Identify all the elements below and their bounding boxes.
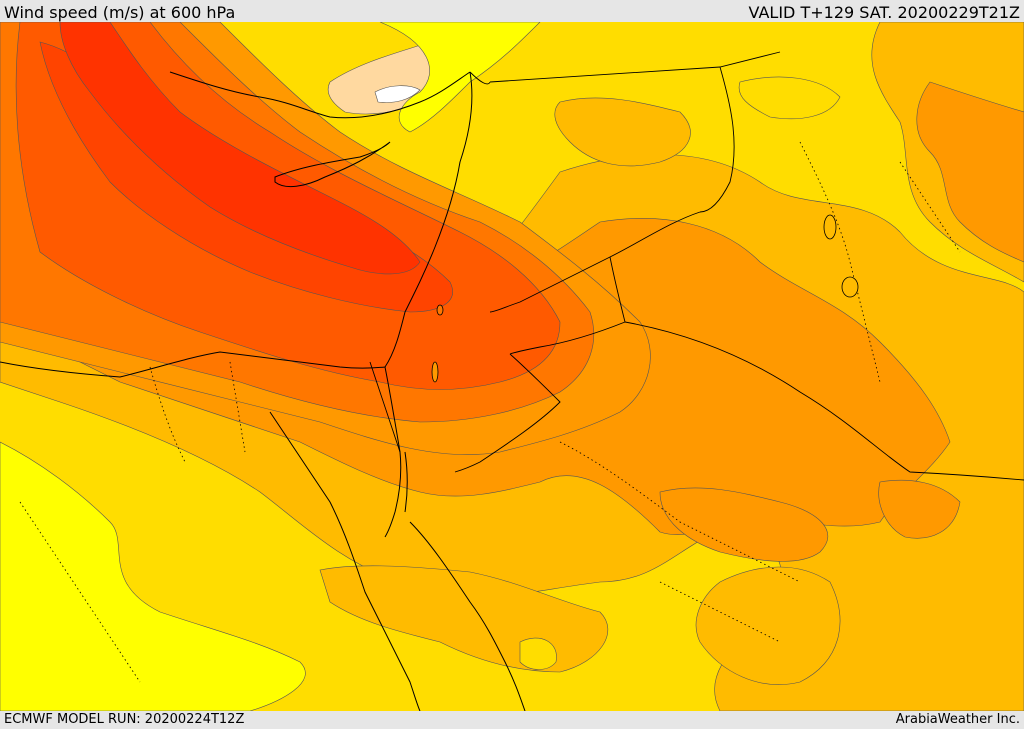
wind-speed-map [0, 22, 1024, 711]
wind-band-weak-north [379, 22, 541, 133]
wind-band-weak-sw [0, 441, 306, 711]
header-bar: Wind speed (m/s) at 600 hPa VALID T+129 … [0, 0, 1024, 22]
wind-blob-arabia-3 [878, 479, 961, 539]
wind-blob-south [519, 637, 557, 670]
border-jordan-saudi-south [454, 353, 561, 473]
wind-band-jet-core [59, 22, 421, 275]
lake-tiberias [436, 304, 444, 316]
lake-habbaniyah [841, 276, 859, 298]
credit: ArabiaWeather Inc. [895, 712, 1020, 727]
coastline-red-sea-west [269, 411, 421, 711]
border-saudi-iraq [624, 321, 1024, 481]
lake-dead-sea [431, 361, 439, 383]
admin-boundary-1 [149, 366, 186, 463]
border-egypt-israel [369, 361, 401, 453]
borders [369, 51, 1024, 481]
border-jordan-iraq [489, 211, 701, 313]
border-syria-iraq [489, 51, 781, 83]
map-canvas [0, 22, 1024, 711]
coastlines [0, 71, 526, 711]
admin-boundary-6 [659, 581, 781, 643]
coastline-gulf-aqaba [404, 451, 408, 513]
coastline-egypt-north [0, 351, 386, 378]
wind-blob-arabia-2 [659, 487, 829, 562]
border-saudi-jordan [509, 256, 626, 355]
map-title: Wind speed (m/s) at 600 hPa [4, 3, 236, 22]
coastline-red-sea-east [409, 521, 526, 711]
border-iraq-west [699, 66, 735, 213]
lake-tharthar [823, 214, 837, 240]
admin-boundary-7 [899, 161, 961, 253]
coastline-sinai [384, 366, 402, 538]
wind-blob-northcentral [554, 97, 691, 167]
wind-blob-northcentral-2 [738, 76, 841, 120]
border-syria-turkey [469, 71, 491, 85]
admin-boundary-4 [799, 141, 881, 383]
admin-boundary-2 [229, 361, 246, 453]
model-run: ECMWF MODEL RUN: 20200224T12Z [4, 712, 245, 727]
admin-boundaries [19, 141, 961, 683]
wind-band-northeast-inner [916, 81, 1024, 263]
coastline-turkey [169, 71, 471, 119]
wind-band-calm-inner [374, 85, 421, 103]
admin-boundary-5 [19, 501, 141, 683]
footer-bar: ECMWF MODEL RUN: 20200224T12Z ArabiaWeat… [0, 711, 1024, 729]
coastline-levant [384, 71, 473, 368]
coastline-cyprus [274, 141, 391, 188]
valid-time: VALID T+129 SAT. 20200229T21Z [748, 3, 1020, 22]
wind-blob-southeast [695, 566, 841, 685]
admin-boundary-3 [559, 441, 801, 583]
